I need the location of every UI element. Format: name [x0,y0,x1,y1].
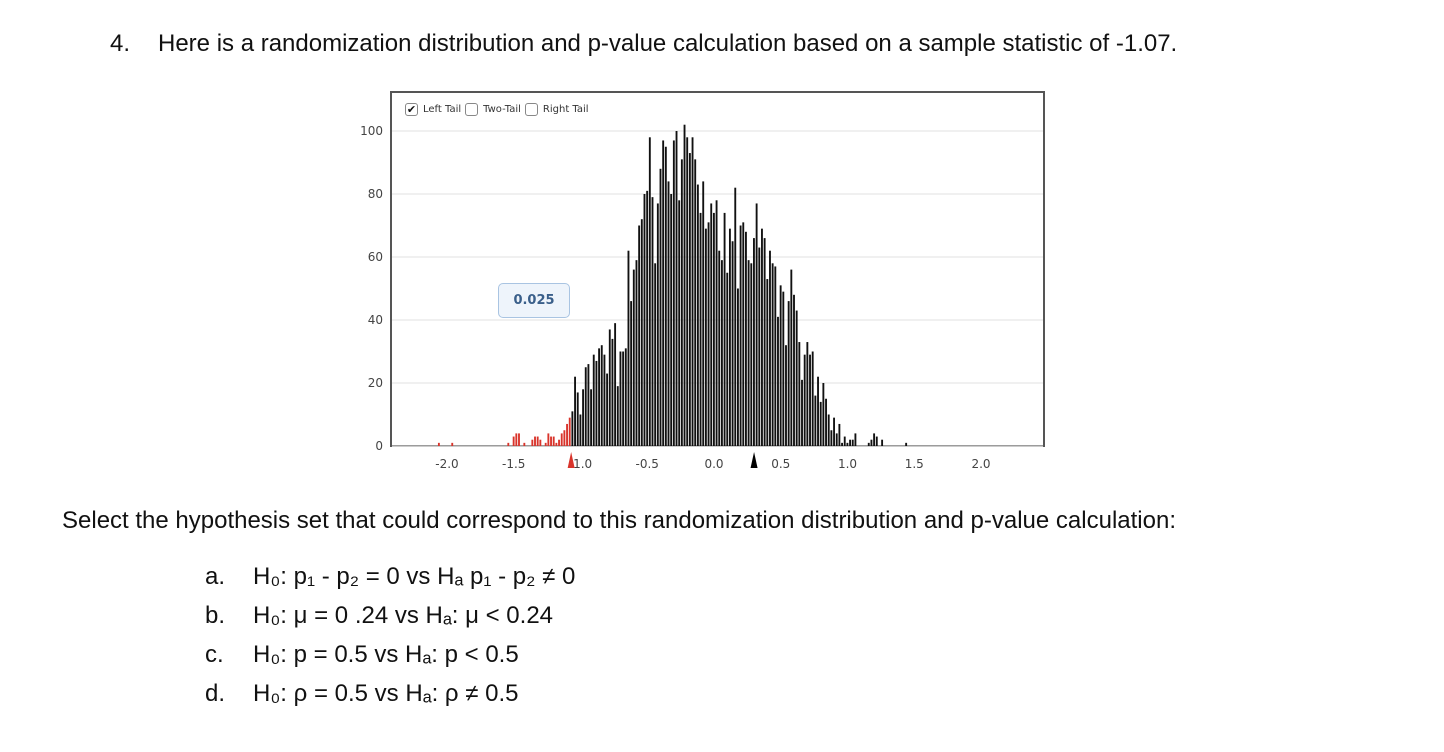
x-tick-label: 2.0 [971,457,990,471]
chart-frame [390,91,1045,447]
left-tail-label: Left Tail [423,104,462,115]
x-tick-label: -1.0 [569,457,592,471]
y-tick-label: 80 [368,187,383,201]
left-tail-option[interactable]: ✔ Left Tail [405,103,461,116]
right-tail-label: Right Tail [542,104,589,115]
choice-letter: a. [205,563,226,590]
choice-letter: b. [205,602,226,629]
question-text: Here is a randomization distribution and… [158,30,1178,57]
tail-selector: ✔ Left Tail Two-Tail Right Tail [405,103,593,116]
choice-text: H₀: μ = 0 .24 vs Hₐ: μ < 0.24 [253,602,554,629]
right-tail-checkbox[interactable] [524,103,538,116]
right-tail-option[interactable]: Right Tail [524,103,589,116]
x-tick-label: 1.5 [905,457,924,471]
sample-statistic-marker [567,452,575,468]
choice-letter: d. [205,680,226,707]
two-tail-option[interactable]: Two-Tail [465,103,521,116]
x-tick-label: -1.5 [502,457,525,471]
choice-letter: c. [205,641,224,668]
choice-text: H₀: p₁ - p₂ = 0 vs Hₐ p₁ - p₂ ≠ 0 [253,563,576,590]
left-tail-checkbox[interactable]: ✔ [405,103,418,116]
x-tick-label: 1.0 [838,457,857,471]
x-tick-label: 0.0 [704,457,723,471]
y-tick-label: 60 [368,250,383,264]
prompt-text: Select the hypothesis set that could cor… [62,507,1176,534]
two-tail-checkbox[interactable] [465,103,479,116]
choice-text: H₀: p = 0.5 vs Hₐ: p < 0.5 [253,641,519,668]
p-value-box: 0.025 [498,283,570,318]
x-tick-label: -2.0 [435,457,458,471]
two-tail-label: Two-Tail [483,104,521,115]
x-tick-label: 0.5 [771,457,790,471]
y-tick-label: 0 [375,439,383,453]
choice-text: H₀: ρ = 0.5 vs Hₐ: ρ ≠ 0.5 [253,680,519,707]
question-number: 4. [110,30,131,57]
y-tick-label: 100 [360,124,383,138]
y-tick-label: 40 [368,313,383,327]
x-tick-label: -0.5 [636,457,659,471]
null-center-marker [750,452,758,468]
y-tick-label: 20 [368,376,383,390]
